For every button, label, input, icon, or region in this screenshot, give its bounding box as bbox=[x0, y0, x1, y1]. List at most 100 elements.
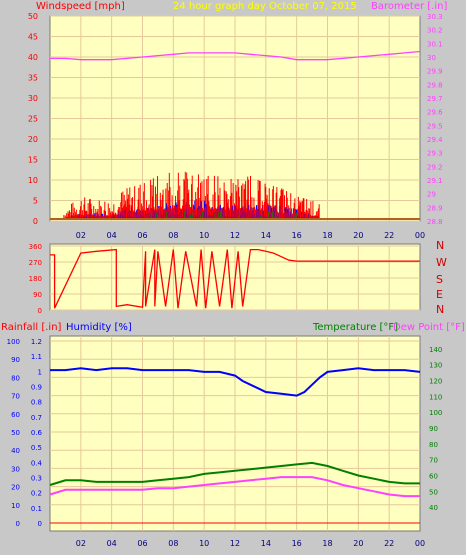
rainfall-tick-label: 0.3 bbox=[31, 475, 42, 483]
windspeed-tick-label: 25 bbox=[28, 115, 38, 124]
graph-title: 24 hour graph day October 07, 2015 bbox=[173, 1, 357, 12]
windspeed-axis-label: Windspeed [mph] bbox=[36, 1, 125, 12]
barometer-tick-label: 28.8 bbox=[427, 218, 443, 226]
barometer-line bbox=[50, 50, 421, 61]
rainfall-tick-label: 1.2 bbox=[31, 338, 42, 346]
barometer-tick-label: 29.4 bbox=[427, 136, 443, 144]
humidity-tick-label: 30 bbox=[11, 465, 20, 473]
rainfall-tick-label: 1.1 bbox=[31, 353, 42, 361]
time-tick-label: 02 bbox=[76, 231, 86, 240]
humidity-line bbox=[50, 367, 421, 397]
barometer-tick-label: 30.2 bbox=[427, 27, 443, 35]
temperature-line bbox=[49, 461, 420, 486]
barometer-tick-label: 29.1 bbox=[427, 177, 443, 185]
time-tick-label: 20 bbox=[353, 539, 363, 548]
temperature-tick-label: 70 bbox=[429, 457, 438, 465]
direction-letter-w: W bbox=[436, 256, 447, 269]
barometer-tick-label: 30.3 bbox=[427, 13, 443, 21]
windspeed-tick-label: 30 bbox=[28, 94, 38, 103]
rainfall-tick-label: 0.8 bbox=[31, 399, 42, 407]
time-tick-label: 00 bbox=[415, 231, 425, 240]
humidity-tick-label: 100 bbox=[7, 338, 20, 346]
time-tick-label: 02 bbox=[76, 539, 86, 548]
windspeed-tick-label: 35 bbox=[28, 74, 38, 83]
temperature-tick-label: 130 bbox=[429, 362, 442, 370]
dewpoint-axis-label: Dew Point [°F] bbox=[393, 322, 465, 333]
humidity-tick-label: 10 bbox=[11, 502, 20, 510]
temperature-axis-label: Temperature [°F] bbox=[312, 322, 398, 333]
wind-series bbox=[50, 50, 421, 61]
time-tick-label: 00 bbox=[415, 539, 425, 548]
time-tick-label: 18 bbox=[322, 539, 332, 548]
direction-letter-n-bottom: N bbox=[436, 303, 444, 316]
humidity-tick-label: 90 bbox=[11, 356, 20, 364]
direction-tick-label: 270 bbox=[29, 259, 42, 267]
windspeed-tick-label: 45 bbox=[28, 33, 38, 42]
time-tick-label: 16 bbox=[292, 231, 302, 240]
rainfall-tick-label: 0.4 bbox=[31, 459, 43, 467]
rainfall-tick-label: 0.6 bbox=[31, 429, 43, 437]
temperature-tick-label: 60 bbox=[429, 473, 438, 481]
rainfall-tick-label: 0.5 bbox=[31, 444, 42, 452]
barometer-tick-label: 29.7 bbox=[427, 95, 443, 103]
time-tick-label: 18 bbox=[322, 231, 332, 240]
windspeed-tick-label: 5 bbox=[33, 197, 38, 206]
direction-tick-label: 90 bbox=[33, 291, 42, 299]
temperature-tick-label: 110 bbox=[429, 393, 442, 401]
time-tick-label: 12 bbox=[230, 231, 240, 240]
windspeed-tick-label: 10 bbox=[28, 176, 38, 185]
time-tick-label: 22 bbox=[384, 539, 394, 548]
temperature-tick-label: 120 bbox=[429, 378, 442, 386]
time-tick-label: 08 bbox=[168, 231, 178, 240]
humidity-tick-label: 50 bbox=[11, 429, 20, 437]
windspeed-tick-label: 0 bbox=[33, 217, 38, 226]
barometer-tick-label: 29 bbox=[427, 191, 436, 199]
humidity-tick-label: 40 bbox=[11, 447, 20, 455]
dewpoint-line bbox=[49, 476, 420, 498]
direction-letter-s: S bbox=[436, 273, 443, 286]
barometer-tick-label: 30.1 bbox=[427, 40, 443, 48]
wind-grid bbox=[50, 15, 420, 222]
direction-letter-n-top: N bbox=[436, 239, 444, 252]
direction-letter-e: E bbox=[436, 288, 443, 301]
temperature-tick-label: 140 bbox=[429, 346, 442, 354]
barometer-tick-label: 29.6 bbox=[427, 109, 443, 117]
time-tick-label: 14 bbox=[261, 539, 271, 548]
time-tick-label: 20 bbox=[353, 231, 363, 240]
time-tick-label: 10 bbox=[199, 231, 209, 240]
axis-ticks: 0510152025303540455028.828.92929.129.229… bbox=[7, 12, 444, 548]
humidity-tick-label: 20 bbox=[11, 484, 20, 492]
humidity-tick-label: 60 bbox=[11, 411, 20, 419]
rainfall-axis-label: Rainfall [.in] bbox=[1, 322, 62, 333]
barometer-tick-label: 29.5 bbox=[427, 122, 443, 130]
direction-tick-label: 180 bbox=[29, 275, 42, 283]
time-tick-label: 12 bbox=[230, 539, 240, 548]
time-tick-label: 14 bbox=[261, 231, 271, 240]
direction-line bbox=[50, 248, 420, 309]
time-tick-label: 22 bbox=[384, 231, 394, 240]
time-tick-label: 04 bbox=[107, 231, 117, 240]
barometer-tick-label: 29.9 bbox=[427, 68, 443, 76]
barometer-tick-label: 30 bbox=[427, 54, 436, 62]
barometer-tick-label: 28.9 bbox=[427, 204, 443, 212]
barometer-tick-label: 29.8 bbox=[427, 81, 443, 89]
temperature-tick-label: 100 bbox=[429, 409, 442, 417]
humidity-tick-label: 0 bbox=[16, 520, 20, 528]
barometer-tick-label: 29.3 bbox=[427, 150, 443, 158]
time-tick-label: 04 bbox=[107, 539, 117, 548]
wind-speed-bars bbox=[50, 171, 420, 220]
temperature-tick-label: 80 bbox=[429, 441, 438, 449]
time-tick-label: 06 bbox=[137, 231, 147, 240]
humidity-axis-label: Humidity [%] bbox=[66, 322, 132, 333]
time-tick-label: 08 bbox=[168, 539, 178, 548]
windspeed-tick-label: 20 bbox=[28, 135, 38, 144]
rainfall-tick-label: 0.1 bbox=[31, 505, 42, 513]
windspeed-tick-label: 15 bbox=[28, 156, 38, 165]
direction-series bbox=[50, 248, 420, 309]
climate-series bbox=[49, 367, 421, 524]
humidity-tick-label: 70 bbox=[11, 393, 20, 401]
rainfall-tick-label: 0.9 bbox=[31, 384, 42, 392]
time-tick-label: 10 bbox=[199, 539, 209, 548]
